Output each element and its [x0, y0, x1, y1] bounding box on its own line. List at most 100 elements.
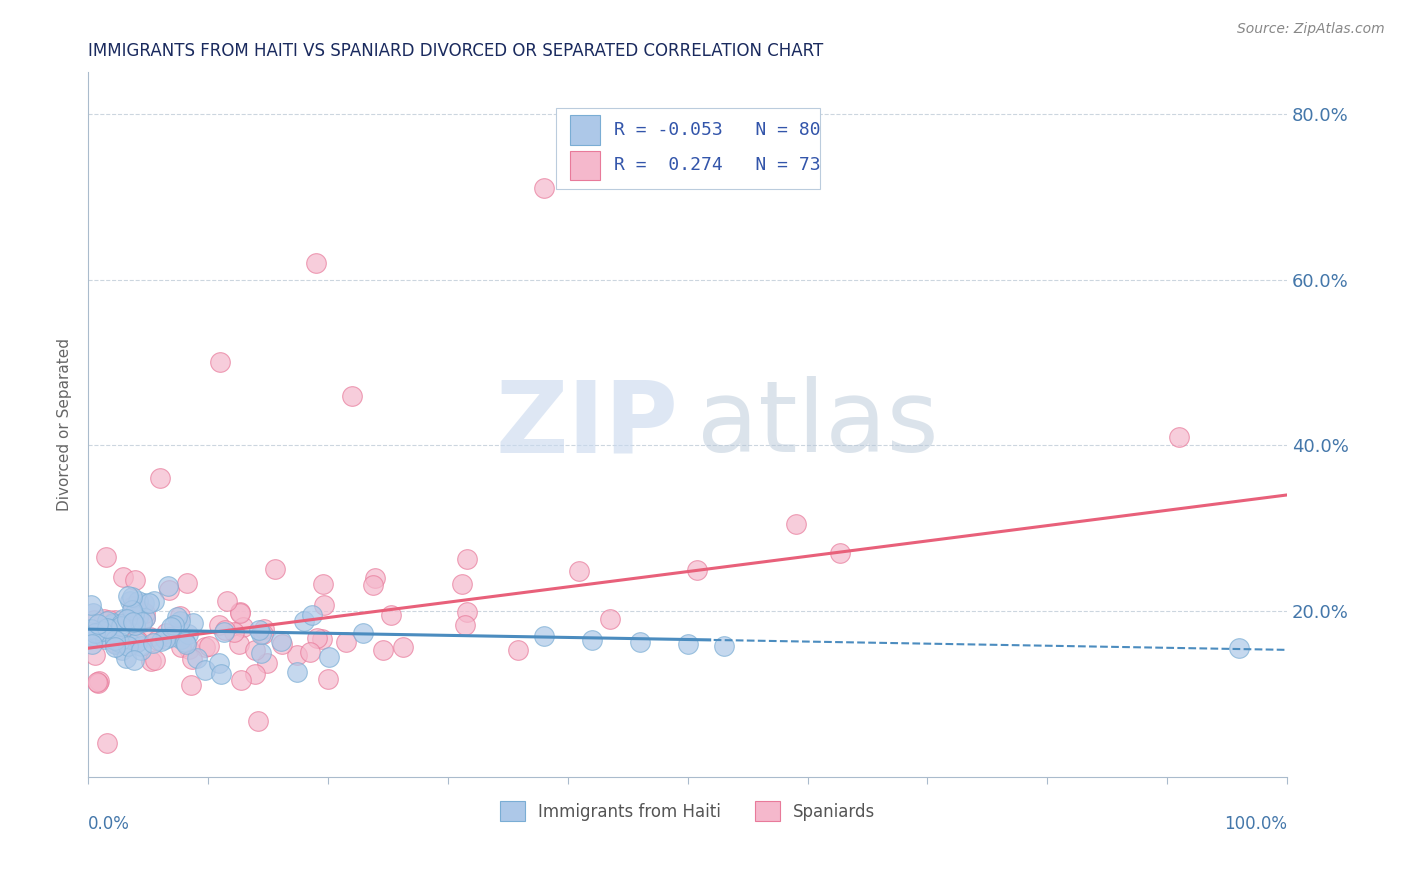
Point — [169, 609, 191, 624]
Point — [212, 624, 235, 639]
Point — [127, 594, 149, 608]
Point — [364, 571, 387, 585]
Point — [115, 612, 138, 626]
Point — [335, 635, 357, 649]
Point — [271, 637, 294, 651]
Point — [186, 650, 208, 665]
Point — [111, 643, 134, 657]
Point — [247, 714, 270, 728]
Point — [124, 632, 146, 646]
Point — [86, 675, 108, 690]
Point — [112, 570, 135, 584]
Point — [111, 611, 134, 625]
Point — [134, 611, 156, 625]
Point — [380, 608, 402, 623]
Point — [100, 622, 122, 636]
Point — [159, 620, 181, 634]
Point — [209, 666, 232, 681]
Point — [124, 574, 146, 588]
Point — [194, 663, 217, 677]
Point — [84, 626, 107, 640]
Point — [177, 641, 200, 656]
Point — [94, 550, 117, 565]
Point — [103, 613, 125, 627]
Point — [79, 622, 101, 636]
Point — [134, 611, 156, 625]
Point — [174, 635, 197, 649]
Point — [139, 654, 162, 668]
Point — [456, 552, 478, 566]
Point — [1168, 430, 1191, 444]
Point — [1227, 641, 1250, 656]
Point — [108, 634, 131, 648]
Point — [243, 667, 266, 681]
Point — [256, 656, 278, 670]
Point — [533, 181, 555, 195]
Point — [124, 617, 146, 632]
Point — [392, 640, 415, 654]
Text: R = -0.053   N = 80: R = -0.053 N = 80 — [614, 121, 821, 139]
Text: atlas: atlas — [697, 376, 939, 473]
Text: 100.0%: 100.0% — [1225, 815, 1286, 833]
Point — [83, 613, 105, 627]
Point — [93, 611, 115, 625]
Point — [91, 624, 114, 639]
Point — [177, 627, 200, 641]
Point — [121, 599, 143, 613]
Point — [506, 643, 529, 657]
Point — [166, 609, 188, 624]
Point — [361, 578, 384, 592]
Point — [84, 648, 107, 663]
Point — [208, 617, 231, 632]
Point — [253, 622, 276, 636]
Point — [456, 605, 478, 619]
Point — [713, 639, 735, 653]
Point — [533, 629, 555, 643]
Point — [285, 665, 308, 680]
Point — [132, 596, 155, 610]
Point — [100, 618, 122, 632]
Point — [686, 563, 709, 577]
Point — [139, 630, 162, 644]
Point — [96, 621, 118, 635]
Point — [176, 576, 198, 591]
Point — [312, 576, 335, 591]
Point — [80, 638, 103, 652]
Point — [117, 639, 139, 653]
Point — [229, 605, 252, 619]
Point — [198, 639, 221, 653]
Point — [120, 638, 142, 652]
Text: Source: ZipAtlas.com: Source: ZipAtlas.com — [1237, 22, 1385, 37]
Point — [174, 637, 197, 651]
Point — [568, 564, 591, 578]
Point — [122, 653, 145, 667]
Point — [155, 632, 177, 646]
Point — [96, 614, 118, 628]
Point — [292, 614, 315, 628]
Point — [371, 643, 394, 657]
Point — [301, 607, 323, 622]
Point — [285, 648, 308, 663]
Point — [270, 633, 292, 648]
Point — [307, 632, 329, 646]
Point — [208, 355, 231, 369]
Point — [104, 637, 127, 651]
Point — [214, 623, 236, 637]
Point — [131, 643, 153, 657]
Point — [121, 603, 143, 617]
Point — [454, 617, 477, 632]
Point — [249, 627, 271, 641]
Point — [134, 606, 156, 620]
Point — [232, 620, 254, 634]
Point — [87, 617, 110, 632]
Point — [231, 673, 253, 688]
Point — [127, 633, 149, 648]
Point — [146, 632, 169, 647]
Point — [181, 652, 204, 666]
Point — [157, 582, 180, 597]
Point — [828, 546, 851, 560]
Y-axis label: Divorced or Separated: Divorced or Separated — [58, 338, 72, 511]
Text: 0.0%: 0.0% — [89, 815, 129, 833]
Point — [169, 632, 191, 646]
Point — [247, 624, 270, 638]
